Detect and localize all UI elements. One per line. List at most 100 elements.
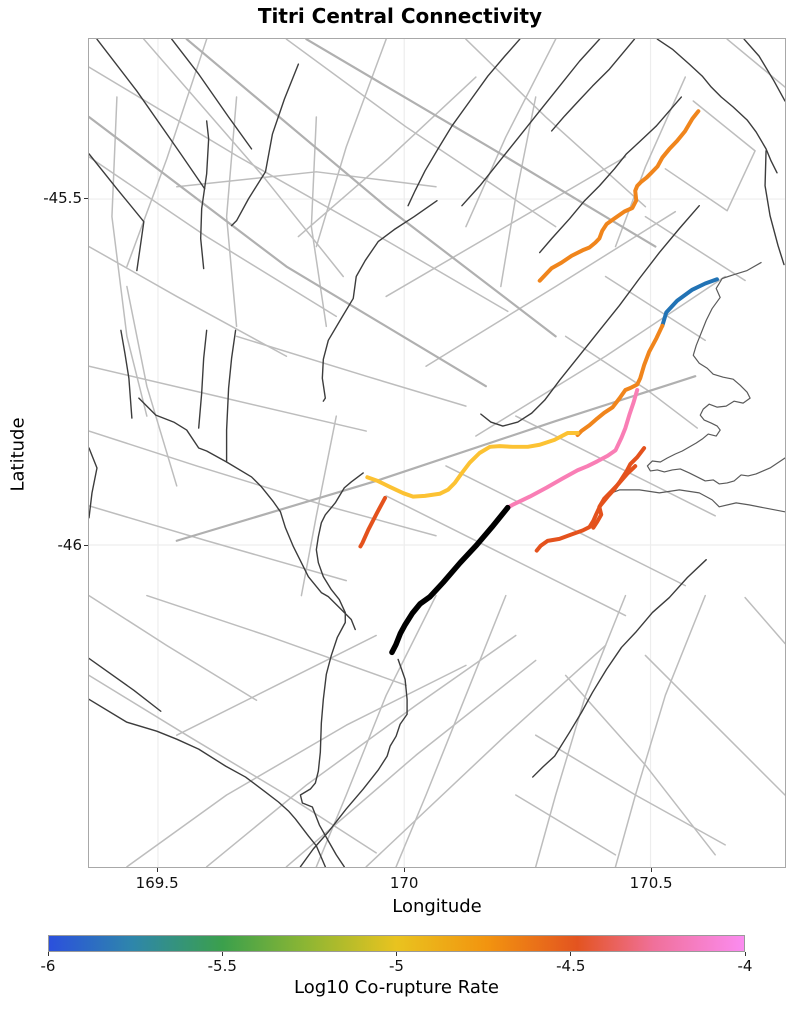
x-tick-mark xyxy=(403,868,405,872)
fault-line xyxy=(146,594,407,687)
fault-line xyxy=(564,335,698,429)
fault-line xyxy=(515,794,617,856)
fault-line xyxy=(564,674,716,856)
fault-line xyxy=(297,76,477,238)
y-tick-mark xyxy=(84,197,88,199)
fault-line-dark xyxy=(138,397,356,631)
rupture-redorange-branch-segment xyxy=(591,464,638,530)
colorbar-gradient xyxy=(48,935,745,952)
fault-line xyxy=(126,39,208,268)
map-plot-area xyxy=(88,38,786,868)
fault-line xyxy=(395,594,507,867)
fault-line xyxy=(310,116,328,328)
fault-line-dark xyxy=(764,150,785,266)
colorbar-tick-label: -5 xyxy=(389,957,404,975)
fault-line xyxy=(225,96,238,328)
fault-line xyxy=(89,245,288,358)
fault-line-dark xyxy=(299,472,364,867)
fault-line xyxy=(385,156,627,298)
x-tick-label: 169.5 xyxy=(135,874,179,892)
fault-line xyxy=(126,664,467,867)
fault-line-dark xyxy=(550,39,636,132)
rupture-blue-segment xyxy=(660,277,719,328)
fault-line-dark xyxy=(199,120,210,270)
page-title: Titri Central Connectivity xyxy=(257,4,543,28)
fault-line xyxy=(175,375,697,542)
fault-line xyxy=(285,39,557,228)
fault-line xyxy=(176,634,377,736)
fault-line-dark xyxy=(407,39,521,207)
fault-line xyxy=(315,594,437,867)
colorbar-tick-label: -4.5 xyxy=(556,957,586,975)
colorbar-tick-mark xyxy=(744,952,746,956)
fault-line xyxy=(111,96,148,417)
fault-line xyxy=(315,39,387,248)
fault-line xyxy=(465,39,647,208)
colorbar-tick-mark xyxy=(570,952,572,956)
fault-line-dark xyxy=(89,153,145,272)
rupture-redorange-main-segment xyxy=(534,446,647,553)
fault-line xyxy=(475,275,726,437)
fault-line xyxy=(89,115,487,388)
fault-line xyxy=(365,644,607,867)
colorbar-tick-mark xyxy=(396,952,397,956)
colorbar-tick-label: -4 xyxy=(737,957,753,975)
fault-line xyxy=(89,365,367,432)
y-tick-mark xyxy=(84,544,88,546)
x-tick-label: 170 xyxy=(389,874,419,892)
colorbar-tick-mark xyxy=(47,952,49,956)
fault-line-dark xyxy=(299,658,408,867)
fault-line xyxy=(515,415,716,517)
fault-line xyxy=(89,674,377,854)
fault-line xyxy=(89,505,348,582)
fault-line-dark xyxy=(96,39,206,190)
y-tick-label: -46 xyxy=(57,536,83,555)
rupture-black-source-fault xyxy=(389,504,511,656)
fault-line xyxy=(465,39,557,228)
fault-line xyxy=(89,430,437,537)
coastline xyxy=(646,261,785,485)
y-axis-label: Latitude xyxy=(7,417,29,492)
fault-line-dark xyxy=(656,39,778,174)
fault-line-dark xyxy=(480,205,700,427)
fault-line-dark xyxy=(532,558,707,778)
x-tick-mark xyxy=(156,868,158,872)
map-canvas xyxy=(89,39,785,867)
fault-line xyxy=(744,596,785,645)
fault-line xyxy=(176,171,437,188)
fault-line-dark xyxy=(171,39,253,150)
fault-line-dark xyxy=(89,698,327,867)
fault-line xyxy=(89,594,258,702)
fault-line xyxy=(500,96,537,288)
rupture-main-orange-segment xyxy=(575,323,665,438)
fault-line xyxy=(385,495,627,617)
rupture-ne-orange-fault xyxy=(537,109,701,283)
fault-line xyxy=(445,465,687,587)
fault-line xyxy=(89,156,338,318)
fault-line-dark xyxy=(197,329,208,429)
colorbar-tick-label: -5.5 xyxy=(207,957,237,975)
fault-line-dark xyxy=(461,39,601,207)
fault-line xyxy=(644,215,746,282)
fault-line-dark xyxy=(539,96,682,254)
fault-line-dark xyxy=(225,329,237,463)
fault-line-dark xyxy=(743,39,785,102)
fault-line xyxy=(185,39,557,338)
fault-line xyxy=(205,634,517,867)
fault-line xyxy=(425,210,677,367)
fault-line xyxy=(534,734,726,846)
fault-line xyxy=(235,335,467,407)
coastline xyxy=(610,489,785,513)
fault-line-dark xyxy=(120,329,133,419)
rupture-pink-segment xyxy=(505,387,640,510)
fault-line xyxy=(300,415,338,597)
rupture-redorange-west-segment xyxy=(358,495,388,549)
fault-line-dark xyxy=(230,63,300,227)
colorbar-label: Log10 Co-rupture Rate xyxy=(294,977,499,998)
fault-line xyxy=(534,594,627,867)
fault-line xyxy=(614,594,706,867)
fault-line xyxy=(726,39,785,88)
rupture-yellow-segment xyxy=(365,430,580,499)
x-axis-label: Longitude xyxy=(392,896,482,917)
